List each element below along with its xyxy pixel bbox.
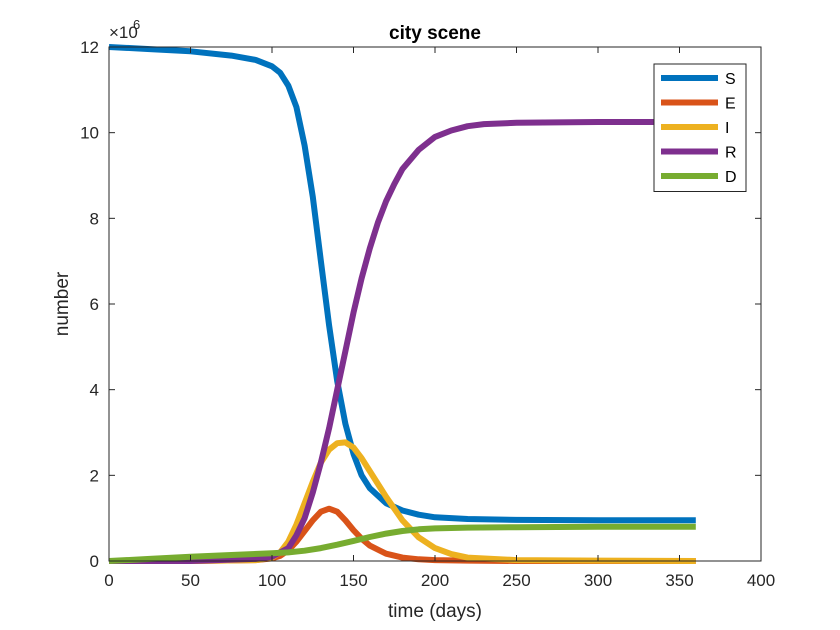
series-line-D xyxy=(108,523,696,564)
y-tick-label: 4 xyxy=(90,381,99,400)
series-line-S xyxy=(108,44,696,524)
y-exponent-power: 6 xyxy=(133,17,140,32)
x-tick-label: 300 xyxy=(584,571,612,590)
x-tick-label: 400 xyxy=(747,571,775,590)
series-layer xyxy=(108,44,696,564)
x-tick-label: 200 xyxy=(421,571,449,590)
x-tick-label: 350 xyxy=(665,571,693,590)
x-tick-label: 100 xyxy=(258,571,286,590)
y-axis-title: number xyxy=(52,271,73,336)
legend-label-R: R xyxy=(725,145,737,162)
x-tick-label: 250 xyxy=(502,571,530,590)
y-tick-label: 12 xyxy=(80,38,99,57)
y-exponent-base: ×10 xyxy=(109,23,138,42)
x-axis-title: time (days) xyxy=(388,601,482,622)
chart-title: city scene xyxy=(389,23,481,44)
plot-area xyxy=(109,47,761,561)
legend-label-S: S xyxy=(725,71,736,88)
x-tick-label: 0 xyxy=(104,571,113,590)
legend-label-E: E xyxy=(725,96,736,113)
legend-label-D: D xyxy=(725,169,737,186)
legend-label-I: I xyxy=(725,120,729,137)
y-tick-label: 0 xyxy=(90,552,99,571)
y-tick-label: 8 xyxy=(90,209,99,228)
y-tick-label: 2 xyxy=(90,466,99,485)
axes: 0 50 100 150 200 250 300 350 400 0 2 4 6 8 10 12 xyxy=(80,38,775,590)
y-tick-label: 6 xyxy=(90,295,99,314)
x-tick-label: 50 xyxy=(181,571,200,590)
x-tick-label: 150 xyxy=(339,571,367,590)
y-tick-label: 10 xyxy=(80,124,99,143)
series-line-R xyxy=(109,119,696,564)
